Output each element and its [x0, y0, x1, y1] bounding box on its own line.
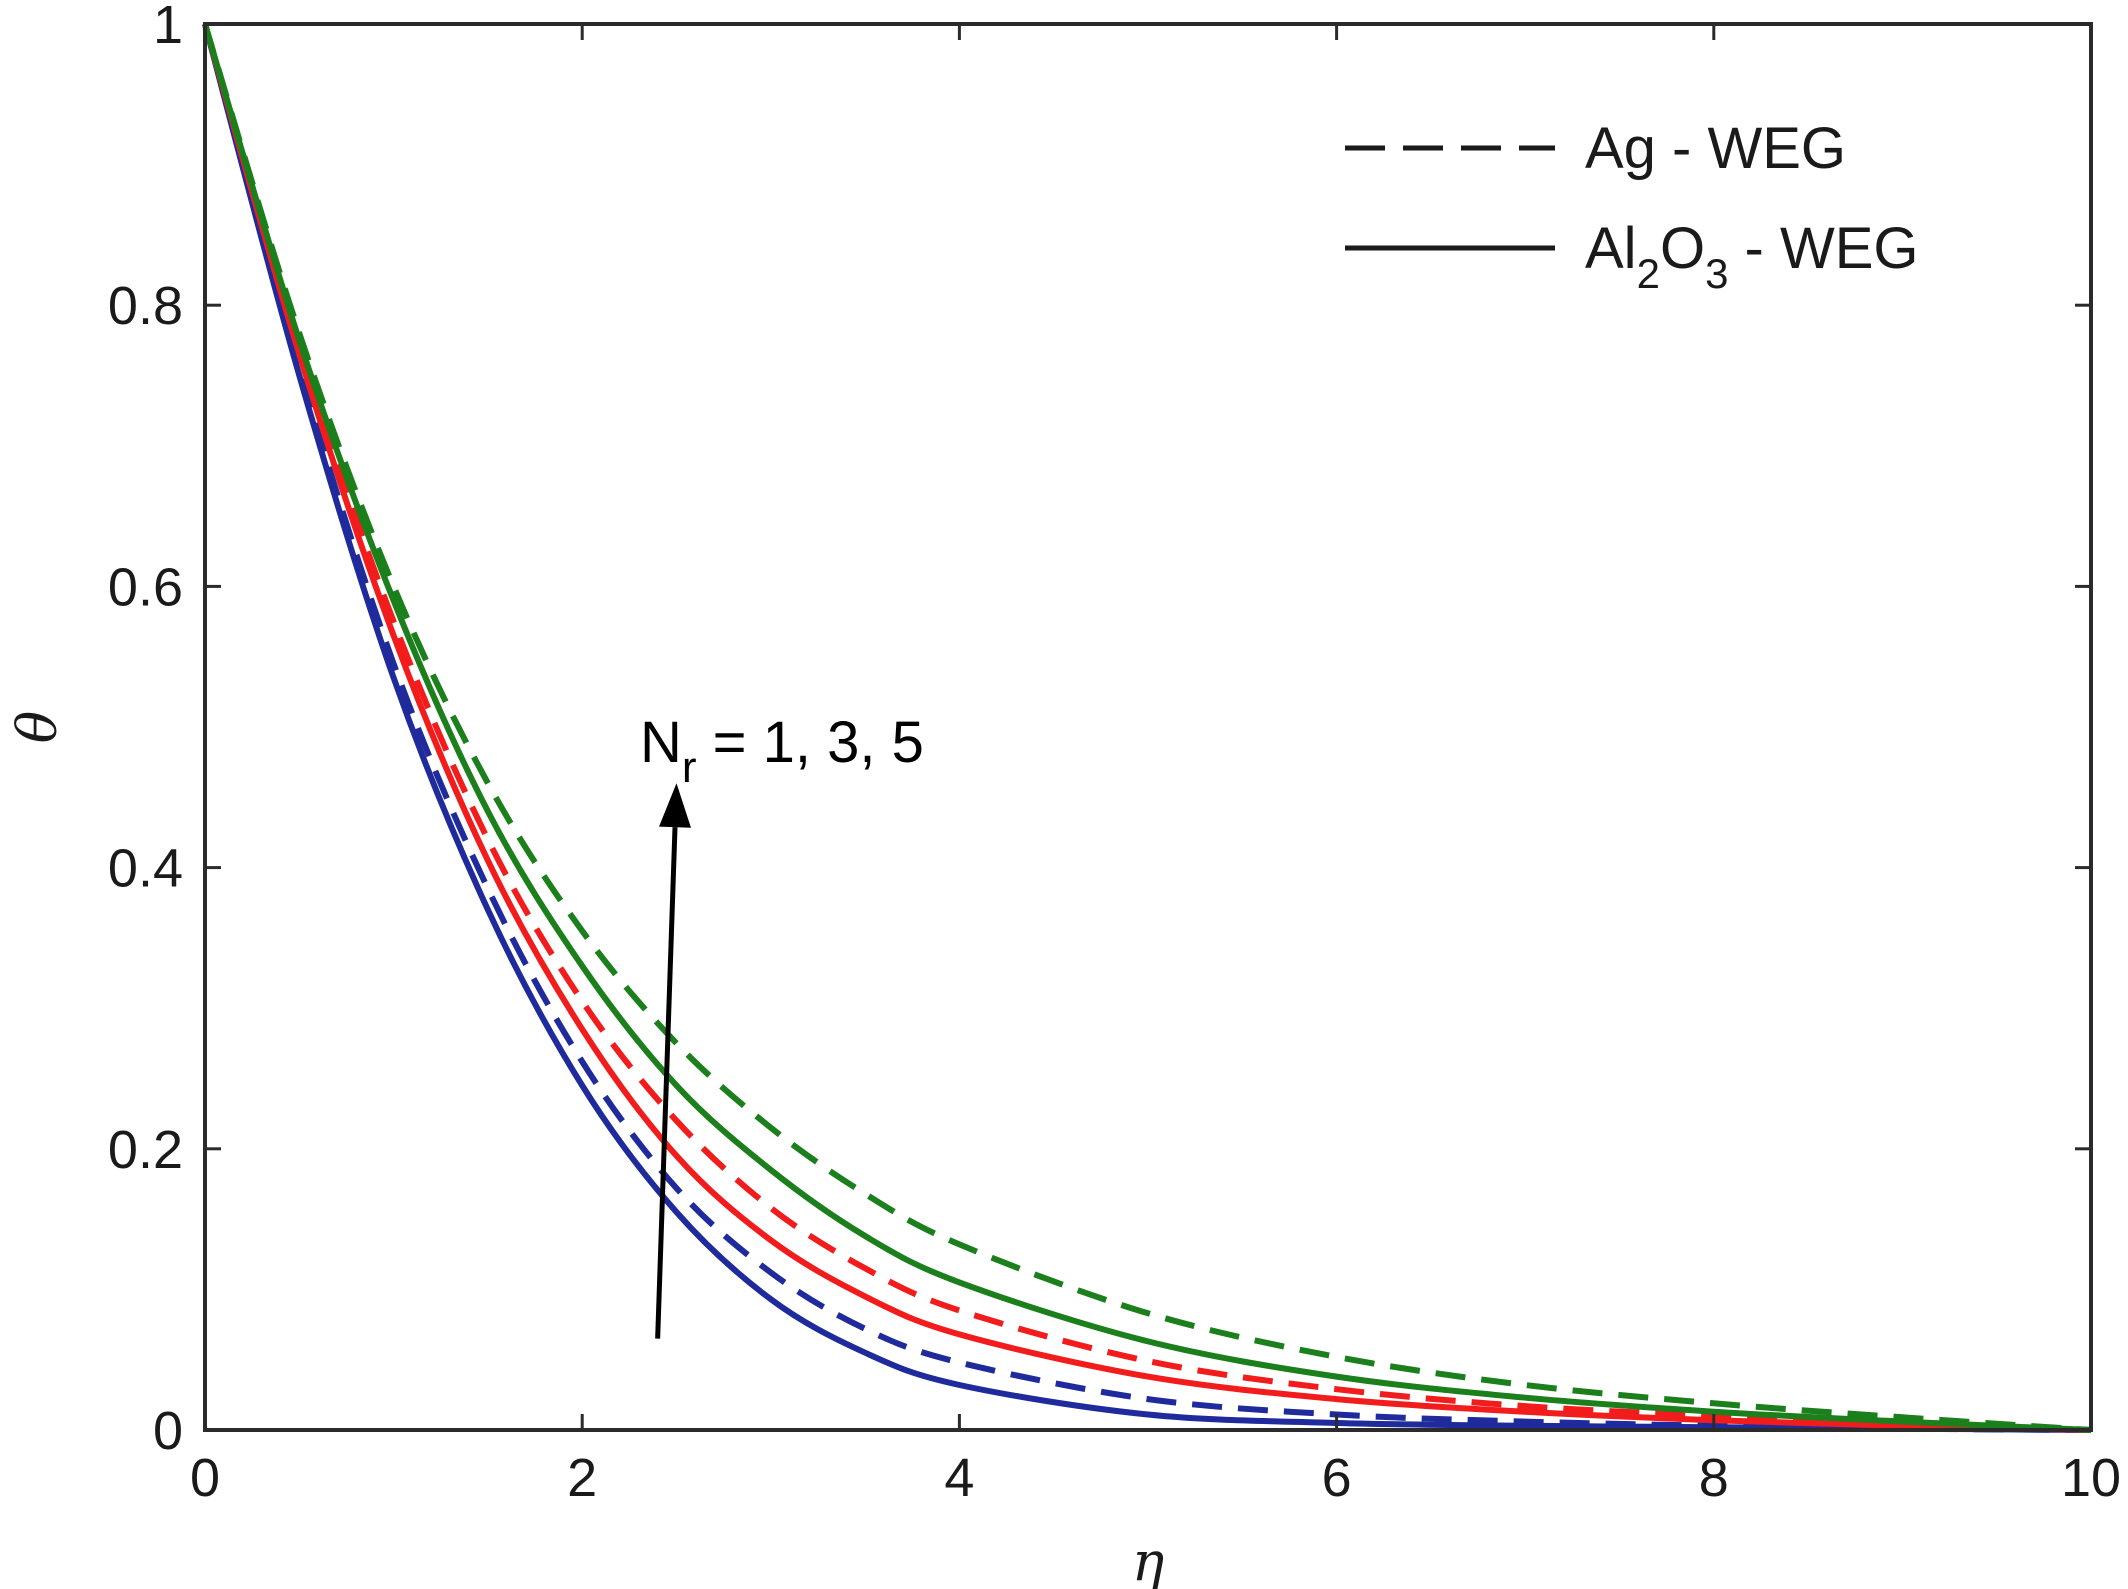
legend-sub-2: 2	[1637, 250, 1660, 297]
annotation-values: = 1, 3, 5	[697, 710, 924, 775]
series-line-blue-solid	[202, 23, 2092, 1433]
y-tick-label: 0	[153, 1401, 183, 1461]
x-tick-label: 0	[190, 1448, 220, 1508]
nr-annotation: Nr = 1, 3, 5	[640, 710, 924, 1339]
tick-layer: 0 2 4 6 8 10 0 0.2 0.4 0.6 0.8 1	[108, 0, 2121, 1508]
annotation-sub-r: r	[682, 743, 697, 792]
y-tick-label: 0.4	[108, 839, 183, 899]
annotation-label: Nr = 1, 3, 5	[640, 710, 924, 792]
legend-label-al2o3-weg: Al2O3 - WEG	[1585, 216, 1919, 297]
axes-box	[203, 22, 2093, 1432]
plot-area	[205, 24, 2091, 1430]
annotation-arrowhead	[659, 783, 691, 828]
y-tick-label: 0.8	[108, 276, 183, 336]
x-tick-label: 4	[944, 1448, 974, 1508]
x-tick-label: 6	[1322, 1448, 1352, 1508]
series-line-green-solid	[202, 23, 2092, 1433]
y-tick-label: 0.2	[108, 1120, 183, 1180]
x-axis-label: η	[1132, 1530, 1164, 1589]
y-axis-label: θ	[6, 711, 69, 744]
legend: Ag - WEG Al2O3 - WEG	[1345, 116, 1919, 297]
annotation-arrow	[655, 827, 678, 1339]
x-tick-label: 10	[2061, 1448, 2121, 1508]
legend-weg-text: - WEG	[1728, 216, 1918, 281]
x-tick-label: 8	[1699, 1448, 1729, 1508]
annotation-n-text: N	[640, 710, 682, 775]
series-line-red-solid	[202, 23, 2092, 1433]
series-layer	[202, 23, 2092, 1433]
y-tick-label: 1	[153, 0, 183, 55]
legend-o-text: O	[1660, 216, 1705, 281]
x-tick-label: 2	[567, 1448, 597, 1508]
legend-label-ag-weg: Ag - WEG	[1585, 116, 1846, 181]
legend-al-text: Al	[1585, 216, 1637, 281]
y-tick-label: 0.6	[108, 557, 183, 617]
legend-sub-3: 3	[1705, 250, 1728, 297]
